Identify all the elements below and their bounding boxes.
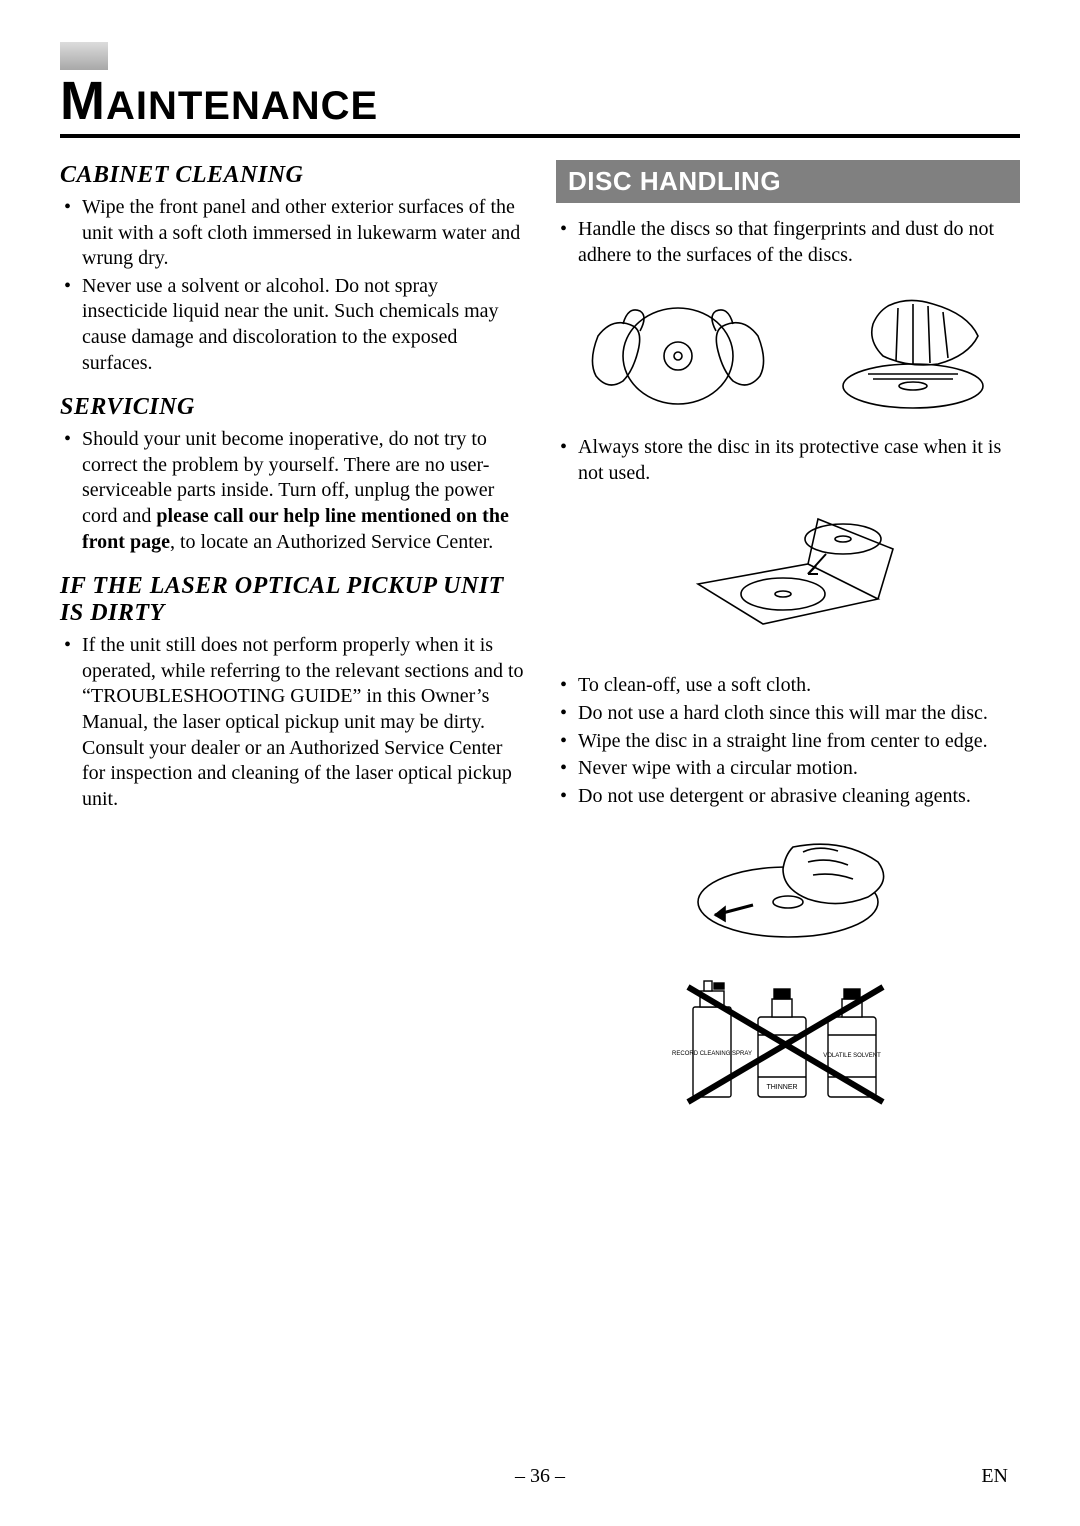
bullet-item: Never use a solvent or alcohol. Do not s… [82, 274, 524, 376]
bullet-item: To clean-off, use a soft cloth. [578, 673, 1020, 699]
laser-heading: IF THE LASER OPTICAL PICKUP UNIT IS DIRT… [60, 573, 524, 627]
bullet-item: Should your unit become inoperative, do … [82, 427, 524, 555]
servicing-heading: SERVICING [60, 394, 524, 421]
two-column-layout: CABINET CLEANING Wipe the front panel an… [60, 156, 1020, 1136]
left-column: CABINET CLEANING Wipe the front panel an… [60, 156, 524, 1136]
disc-hold-illustration [556, 286, 1020, 421]
disc-handling-list-2: Always store the disc in its protective … [556, 435, 1020, 486]
cabinet-cleaning-list: Wipe the front panel and other exterior … [60, 195, 524, 376]
page-title: MAINTENANCE [60, 70, 1020, 138]
disc-cleaning-illustration: RECORD CLEANING SPRAY THINNER VOLATILE S… [556, 827, 1020, 1122]
bullet-item: Never wipe with a circular motion. [578, 756, 1020, 782]
bullet-item: If the unit still does not perform prope… [82, 633, 524, 812]
bullet-item: Handle the discs so that fingerprints an… [578, 217, 1020, 268]
right-column: DISC HANDLING Handle the discs so that f… [556, 156, 1020, 1136]
page-number: – 36 – [0, 1465, 1080, 1488]
bottle-label-b: THINNER [766, 1084, 797, 1091]
title-capital: M [60, 71, 106, 131]
disc-handling-band: DISC HANDLING [556, 160, 1020, 203]
bullet-item: Wipe the disc in a straight line from ce… [578, 729, 1020, 755]
disc-handling-list-3: To clean-off, use a soft cloth. Do not u… [556, 673, 1020, 809]
bullet-item: Always store the disc in its protective … [578, 435, 1020, 486]
laser-list: If the unit still does not perform prope… [60, 633, 524, 812]
disc-case-illustration [556, 504, 1020, 659]
disc-handling-list-1: Handle the discs so that fingerprints an… [556, 217, 1020, 268]
page-lang: EN [981, 1465, 1008, 1488]
servicing-list: Should your unit become inoperative, do … [60, 427, 524, 555]
servicing-post: , to locate an Authorized Service Center… [170, 531, 493, 553]
title-rest: AINTENANCE [106, 84, 378, 128]
bullet-item: Wipe the front panel and other exterior … [82, 195, 524, 272]
bottle-label-a: RECORD CLEANING SPRAY [672, 1051, 752, 1057]
bottle-label-c: VOLATILE SOLVENT [823, 1053, 881, 1059]
cabinet-cleaning-heading: CABINET CLEANING [60, 162, 524, 189]
bullet-item: Do not use a hard cloth since this will … [578, 701, 1020, 727]
bullet-item: Do not use detergent or abrasive cleanin… [578, 784, 1020, 810]
